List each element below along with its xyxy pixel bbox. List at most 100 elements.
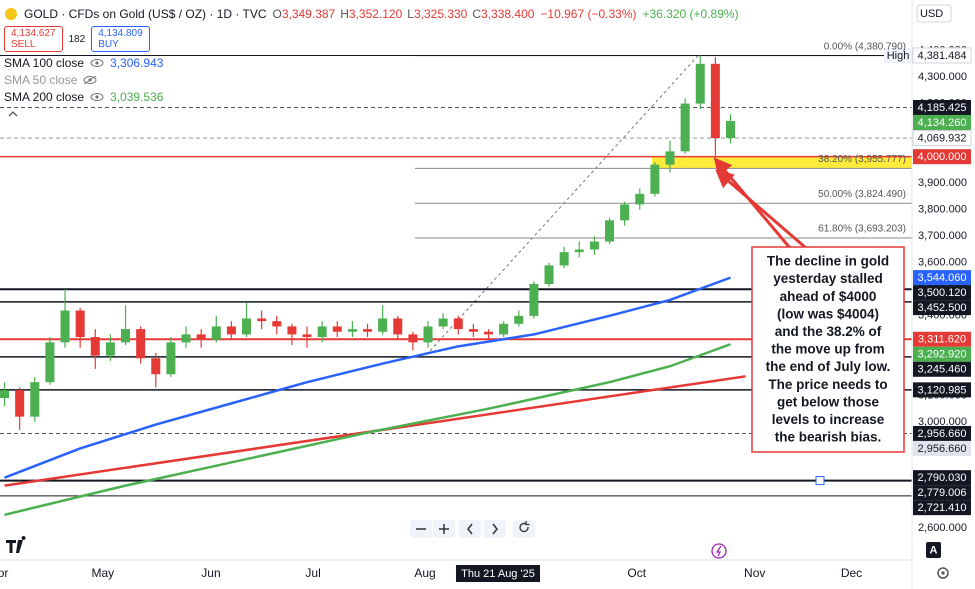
collapse-button[interactable] xyxy=(4,107,22,121)
eye-shape xyxy=(90,92,104,101)
x-tick-label: May xyxy=(92,566,115,580)
fib-level-label: 61.80% (3,693.203) xyxy=(818,224,906,235)
price-label-bg xyxy=(913,485,971,501)
symbol-row: GOLD · CFDs on Gold (US$ / OZ) · 1D · TV… xyxy=(4,5,880,22)
visibility-icon[interactable] xyxy=(83,75,97,85)
candle-body xyxy=(60,310,70,343)
candle-body xyxy=(408,334,418,343)
price-label: 2,790.030 xyxy=(918,472,967,484)
y-tick-label: 4,300.000 xyxy=(918,71,967,83)
ohlc-key: L xyxy=(407,6,414,21)
candle-body xyxy=(529,284,539,316)
scroll-right-button[interactable] xyxy=(484,520,506,538)
price-label: 4,185.425 xyxy=(918,102,967,114)
visibility-icon[interactable] xyxy=(90,92,104,102)
annotation-text: and the 38.2% of xyxy=(775,324,882,339)
moving-average-line xyxy=(4,343,731,517)
ohlc-value: 3,325.330 xyxy=(413,6,468,21)
sell-button[interactable]: 4,134.627 SELL xyxy=(4,26,63,52)
price-label: 4,000.000 xyxy=(918,151,967,163)
candle-body xyxy=(121,329,131,343)
currency-box[interactable] xyxy=(916,4,952,23)
candle-body xyxy=(574,249,584,253)
indicator-value: 3,306.943 xyxy=(110,55,164,70)
auto-scale-button[interactable] xyxy=(926,542,941,558)
indicator-row: SMA 200 close 3,039.536 xyxy=(4,88,880,105)
x-tick-label: Dec xyxy=(841,566,862,580)
annotation-box xyxy=(751,246,905,453)
ohlc-value: 3,338.400 xyxy=(481,6,535,21)
candle-body xyxy=(514,315,524,324)
price-label: 3,452.500 xyxy=(918,302,967,314)
reset-button[interactable] xyxy=(513,520,535,538)
price-axis: 2,600.0002,700.0002,800.0002,900.0003,00… xyxy=(884,44,972,534)
symbol-icon xyxy=(5,7,17,20)
extended-change: +36.320 (+0.89%) xyxy=(642,6,739,21)
zoom-in-icon xyxy=(439,524,449,534)
reset-icon xyxy=(519,521,530,533)
ohlc-value: 3,352.120 xyxy=(348,6,403,21)
annotation-text: yesterday stalled xyxy=(773,271,883,286)
eye-shape xyxy=(83,75,97,84)
price-label-bg xyxy=(913,99,971,115)
price-label: 3,500.120 xyxy=(918,287,967,299)
candle-body xyxy=(635,193,645,205)
candle-body xyxy=(620,204,630,221)
candle-body xyxy=(136,329,146,359)
eye-pupil xyxy=(95,60,99,65)
sell-price: 4,134.627 xyxy=(11,28,56,39)
annotation-text: get below those xyxy=(777,394,880,409)
indicator-row: SMA 100 close 3,306.943 xyxy=(4,54,880,71)
candle-body xyxy=(499,323,509,335)
x-tick-label: Oct xyxy=(627,566,646,580)
y-tick-label: 3,800.000 xyxy=(918,204,967,216)
price-label-bg xyxy=(913,149,971,165)
annotation-text: The price needs to xyxy=(768,377,887,392)
visibility-icon[interactable] xyxy=(90,58,104,68)
indicator-row: SMA 50 close xyxy=(4,71,880,88)
settings-icon[interactable] xyxy=(937,567,949,579)
candle-body xyxy=(665,151,675,165)
annotation-arrow xyxy=(715,169,807,250)
candle-body xyxy=(484,331,494,335)
price-label-bg xyxy=(913,382,971,398)
ohlc-value: 3,349.387 xyxy=(281,6,336,21)
events-icon[interactable] xyxy=(711,543,727,559)
annotation-text: The decline in gold xyxy=(767,254,889,269)
collapse-row xyxy=(4,105,880,122)
ohlc-key: O xyxy=(272,6,282,21)
x-tick-label: Jun xyxy=(201,566,220,580)
zoom-toolbar xyxy=(410,520,535,538)
candle-body xyxy=(302,334,312,338)
crosshair-label-bg xyxy=(456,565,540,582)
indicator-legend: SMA 100 close 3,306.943 SMA 50 close SMA 20… xyxy=(0,54,880,105)
indicator-name[interactable]: SMA 50 close xyxy=(4,72,78,87)
fib-level-label: 38.20% (3,955.777) xyxy=(818,154,906,165)
price-label: 3,311.620 xyxy=(918,334,966,346)
indicator-name[interactable]: SMA 100 close xyxy=(4,55,85,70)
price-label: 4,134.260 xyxy=(918,117,967,129)
change: −10.967 (−0.33%) xyxy=(540,6,637,21)
ohlc-key: C xyxy=(472,6,482,21)
price-label: 3,292.920 xyxy=(918,349,967,361)
candle-body xyxy=(544,265,554,284)
ohlc-item: C3,338.400 xyxy=(472,7,534,21)
y-tick-label: 3,600.000 xyxy=(918,257,967,269)
candle-body xyxy=(393,318,403,335)
sell-label: SELL xyxy=(11,39,36,50)
buy-button[interactable]: 4,134.809 BUY xyxy=(91,26,150,52)
candle-body xyxy=(726,121,736,139)
candle-body xyxy=(75,310,85,338)
candle-body xyxy=(166,342,176,375)
candle-body xyxy=(680,103,690,152)
annotation-text: the end of July low. xyxy=(766,359,891,374)
x-tick-label: Nov xyxy=(744,566,765,580)
events-icon-bolt xyxy=(715,545,722,557)
indicator-name[interactable]: SMA 200 close xyxy=(4,89,85,104)
annotation-text: levels to increase xyxy=(772,412,885,427)
candle-body xyxy=(589,241,599,250)
candle-body xyxy=(105,342,115,356)
scroll-left-button[interactable] xyxy=(459,520,481,538)
candle-body xyxy=(650,164,660,194)
